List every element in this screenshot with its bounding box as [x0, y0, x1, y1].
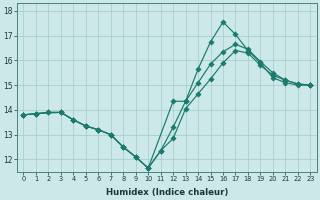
- X-axis label: Humidex (Indice chaleur): Humidex (Indice chaleur): [106, 188, 228, 197]
